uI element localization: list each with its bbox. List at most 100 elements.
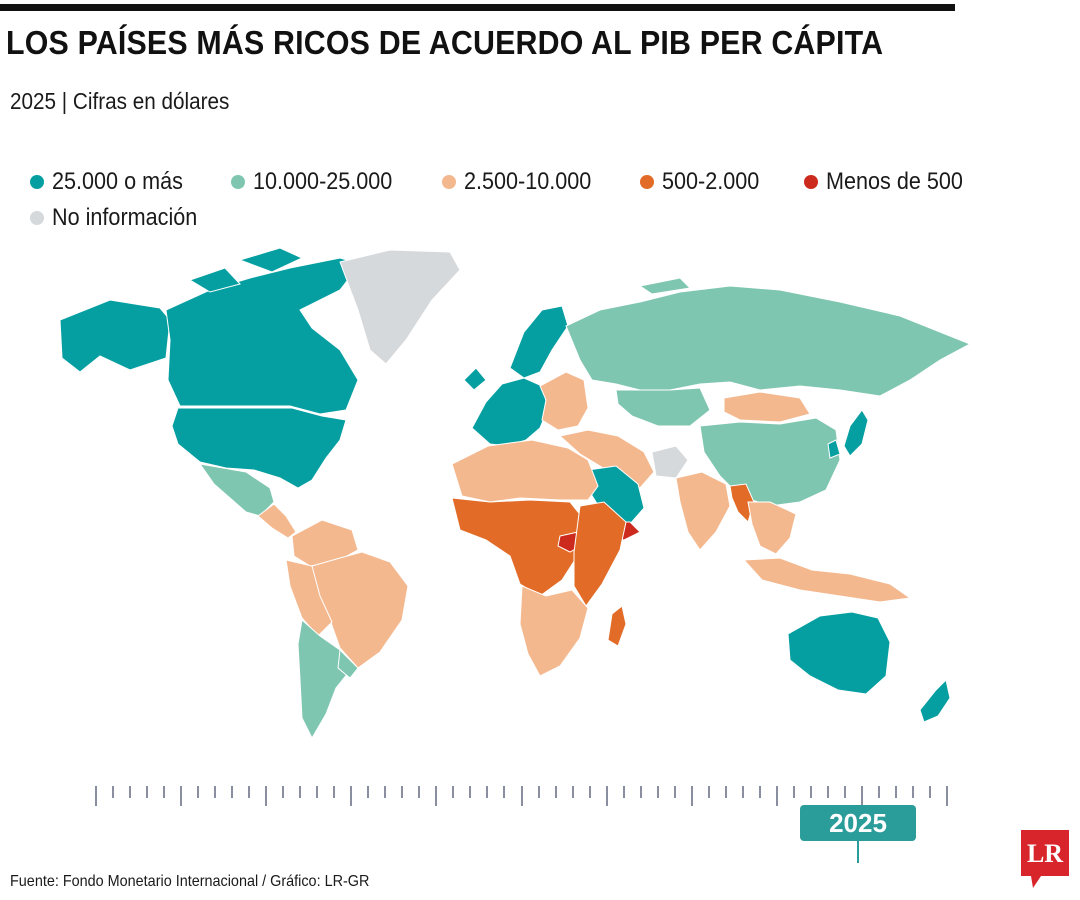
legend-label: 2.500-10.000 [464,168,592,195]
legend-swatch-icon [442,175,457,189]
legend-label: Menos de 500 [825,168,963,195]
legend: 25.000 o más 10.000-25.000 2.500-10.000 … [30,164,990,236]
map-region-chile-argentina [297,619,353,740]
legend-item-25000-plus: 25.000 o más [30,168,197,196]
timeline-tick [503,786,506,798]
timeline-tick [690,786,693,806]
map-region-western-europe [471,377,549,447]
map-region-madagascar [607,605,627,647]
map-region-new-zealand [919,679,951,723]
timeline-ruler [0,770,1080,870]
timeline-tick [95,786,97,806]
timeline-tick [129,786,132,798]
legend-label: 10.000-25.000 [253,168,393,195]
map-region-peru-bolivia [285,559,333,637]
timeline-tick [860,786,863,806]
map-region-east-africa [573,501,627,607]
timeline-tick [520,786,523,806]
legend-item-no-info: No información [30,204,213,232]
map-region-mongolia [723,391,811,423]
map-region-canada [238,247,304,273]
timeline-tick [299,786,302,798]
map-region-kazakhstan [615,387,711,427]
legend-label: 500-2.000 [661,168,760,195]
timeline-tick [163,786,166,798]
map-region-russia [565,285,972,397]
map-region-japan [843,409,869,457]
timeline-tick [231,786,234,798]
timeline-tick [112,786,115,798]
timeline-tick [656,786,659,798]
legend-item-10000-25000: 10.000-25.000 [231,168,408,196]
timeline-tick [639,786,642,798]
timeline-tick [333,786,336,798]
timeline-tick [605,786,608,806]
map-region-southeast-asia [747,501,797,555]
legend-row-2: No información [30,200,990,236]
map-region-india [675,471,731,551]
timeline-tick [537,786,540,798]
map-region-south-korea [827,439,841,459]
map-region-north-africa [451,439,599,503]
year-selector-button[interactable]: 2025 [800,805,916,841]
legend-row-1: 25.000 o más 10.000-25.000 2.500-10.000 … [30,164,990,200]
map-region-united-states [171,407,347,489]
timeline-tick [146,786,149,798]
year-indicator-line [857,841,859,863]
legend-swatch-icon [30,211,44,225]
timeline-tick [928,786,931,798]
world-map [59,247,972,740]
map-region-canada [165,257,361,415]
timeline-tick [486,786,489,798]
timeline-tick [758,786,761,798]
legend-item-2500-10000: 2.500-10.000 [442,168,605,196]
timeline-tick [775,786,778,806]
map-region-middle-east [558,429,655,489]
map-region-scandinavia [509,305,569,379]
timeline-tick [435,786,438,806]
timeline-tick [673,786,676,798]
subtitle: 2025 | Cifras en dólares [10,88,230,114]
map-region-china [699,417,841,507]
top-rule [0,4,955,11]
timeline-tick [197,786,200,798]
legend-label: No información [52,204,198,231]
map-region-eastern-europe [539,371,589,431]
legend-item-less-500: Menos de 500 [803,168,978,196]
legend-swatch-icon [639,175,654,189]
map-region-myanmar [729,483,755,523]
timeline-tick [877,786,880,798]
timeline-tick [622,786,625,798]
timeline-tick [741,786,744,798]
map-region-western-europe [463,367,487,391]
timeline-tick [401,786,404,798]
timeline-tick [724,786,727,798]
timeline-tick [588,786,591,798]
timeline-tick [469,786,472,798]
legend-swatch-icon [803,175,818,189]
timeline-tick [350,786,353,806]
map-region-uruguay [337,648,359,679]
timeline-tick [248,786,251,798]
timeline-tick [316,786,319,798]
timeline-tick [826,786,829,798]
legend-label: 25.000 o más [52,168,183,195]
source-note: Fuente: Fondo Monetario Internacional / … [10,873,370,890]
timeline-tick [452,786,455,798]
map-region-indonesia [742,557,912,603]
timeline-tick [367,786,370,798]
timeline-tick [792,786,795,798]
timeline-tick [894,786,897,798]
timeline-tick [282,786,285,798]
map-region-sahel-central-africa [451,497,587,597]
legend-swatch-icon [30,175,44,189]
logo-text: LR [1027,839,1063,868]
timeline-tick [809,786,812,798]
map-region-australia [787,611,891,695]
map-region-russia [638,277,692,295]
map-region-afghanistan [651,445,689,479]
timeline-tick [214,786,217,798]
timeline-tick [911,786,914,798]
timeline-tick [554,786,557,798]
map-region-canada [188,267,241,293]
